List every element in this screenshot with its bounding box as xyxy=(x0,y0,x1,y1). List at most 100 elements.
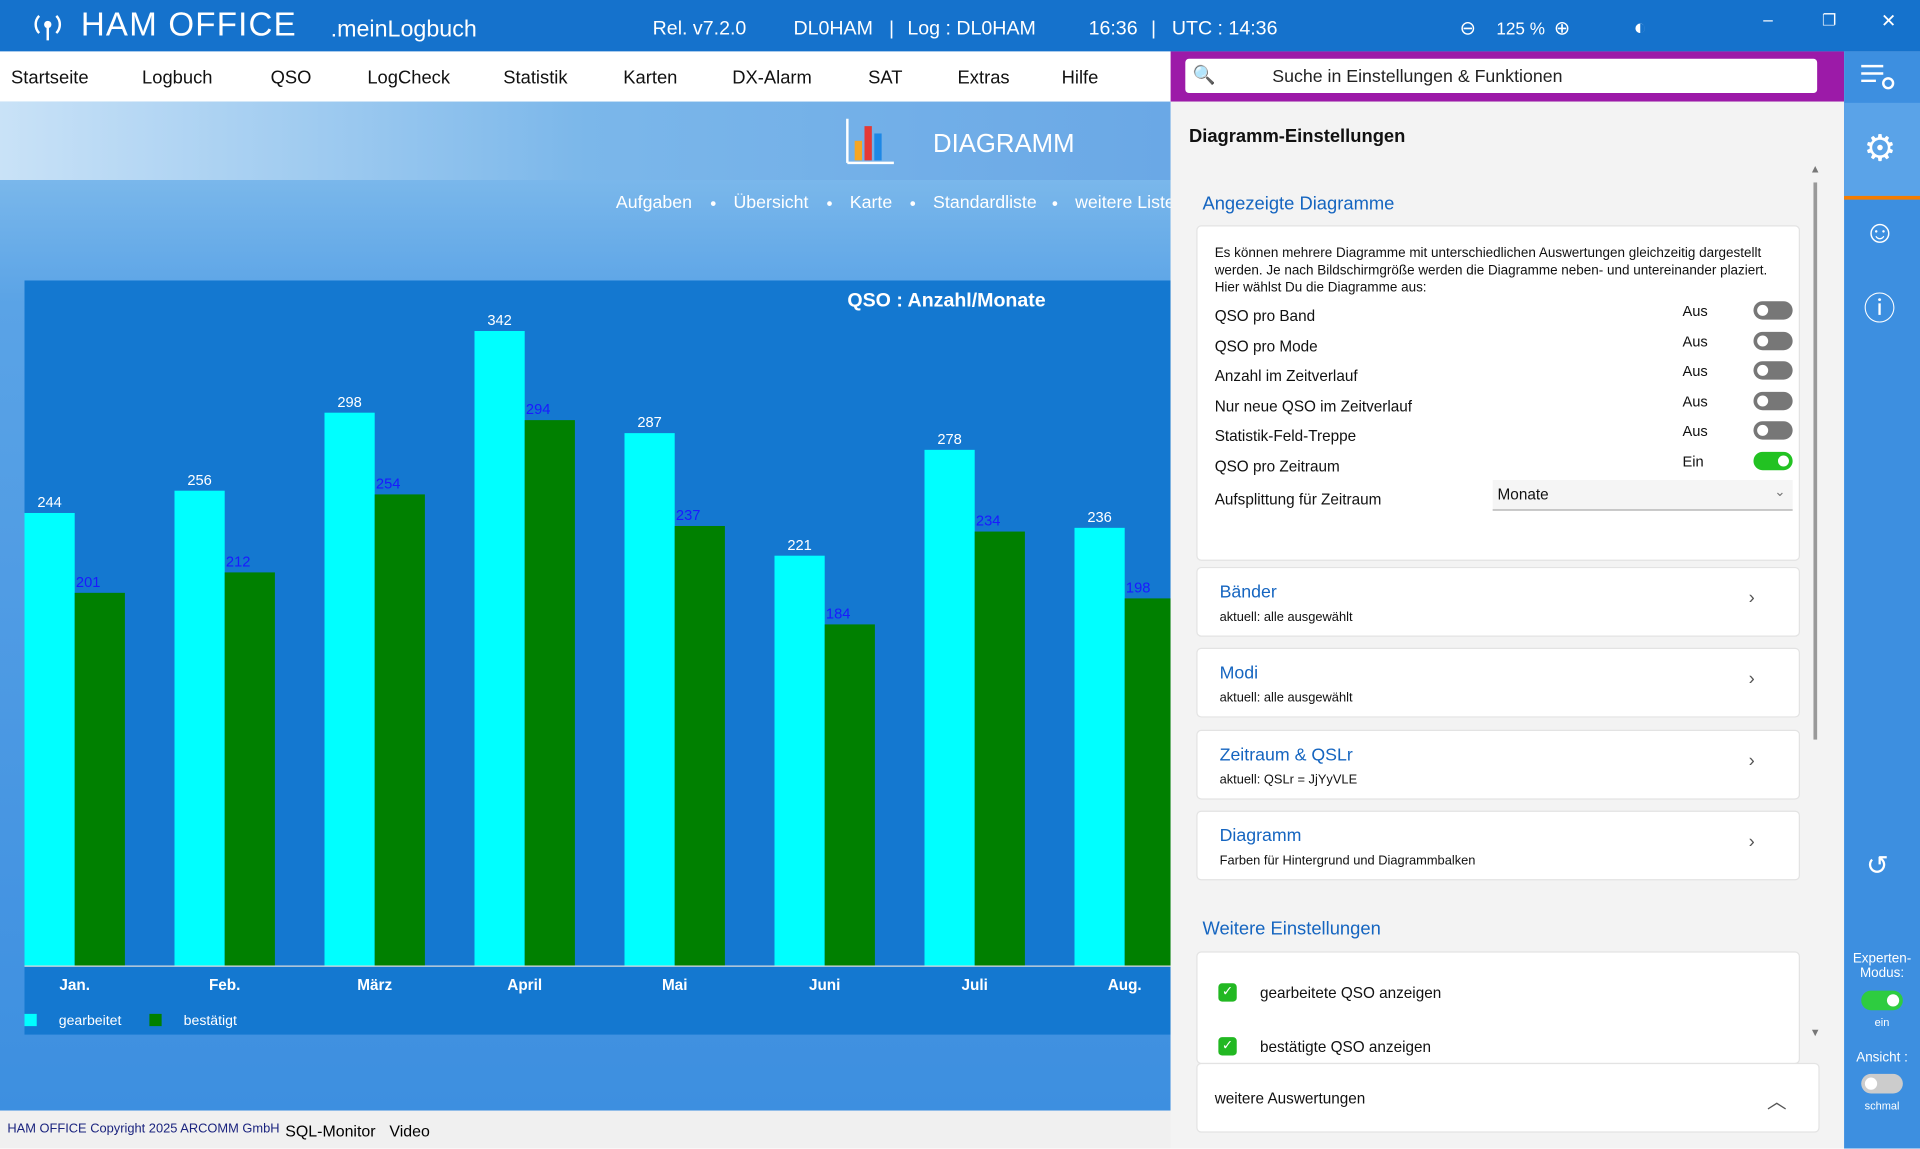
toggle-label: Nur neue QSO im Zeitverlauf xyxy=(1214,397,1413,415)
menu-item[interactable]: Extras xyxy=(957,67,1010,89)
scroll-up[interactable]: ▲ xyxy=(1809,162,1821,176)
dropdown-value: Monate xyxy=(1497,486,1549,504)
menu-item[interactable]: SAT xyxy=(868,67,903,89)
checkbox[interactable]: ✓ xyxy=(1218,1037,1237,1056)
callsign: DL0HAM xyxy=(793,18,873,40)
value-label: 184 xyxy=(826,606,851,622)
copyright: HAM OFFICE Copyright 2025 ARCOMM GmbH xyxy=(7,1121,280,1137)
bar xyxy=(74,592,125,967)
checkbox[interactable]: ✓ xyxy=(1218,983,1237,1002)
x-tick-label: Aug. xyxy=(1108,977,1142,994)
scrollbar[interactable] xyxy=(1813,182,1818,740)
toggle-knob xyxy=(1757,365,1769,377)
sub-navigation: Aufgaben Übersicht • Karte • Standardliste • we… xyxy=(0,193,1171,217)
menu-item[interactable]: Startseite xyxy=(11,67,89,89)
subnav-link[interactable]: Übersicht xyxy=(733,193,809,214)
search-box[interactable]: 🔍 Suche in Einstellungen & Funktionen xyxy=(1185,58,1818,94)
value-label: 198 xyxy=(1126,580,1151,596)
footer-link[interactable]: SQL-Monitor xyxy=(285,1121,376,1141)
legend-swatch xyxy=(149,1013,162,1027)
legend-label: gearbeitet xyxy=(59,1012,122,1028)
subnav-link[interactable]: weitere Liste xyxy=(1075,193,1171,214)
toggle-label: QSO pro Band xyxy=(1214,307,1316,325)
menu-item[interactable]: Hilfe xyxy=(1061,67,1099,89)
help-icon[interactable]: ⓘ xyxy=(1863,290,1896,327)
zoom-out[interactable]: ⊖ xyxy=(1459,18,1477,40)
theme-button[interactable]: ◐ xyxy=(1633,14,1647,40)
antenna-icon xyxy=(34,15,61,41)
subnav-link[interactable]: Standardliste xyxy=(933,193,1037,214)
toggle-state: Ein xyxy=(1682,453,1704,471)
menu-item[interactable]: Karten xyxy=(623,67,678,89)
settings-tab[interactable]: ⚙ xyxy=(1844,102,1920,200)
settings-panel: Diagramm-Einstellungen Angezeigte Diagra… xyxy=(1170,101,1845,1149)
toggle-switch[interactable] xyxy=(1753,451,1793,471)
history-icon[interactable]: ↺ xyxy=(1866,849,1889,881)
menu-item[interactable]: LogCheck xyxy=(367,67,451,89)
menu-item[interactable]: Statistik xyxy=(503,67,568,89)
toggle-label: QSO pro Mode xyxy=(1214,337,1318,355)
app-sub: .meinLogbuch xyxy=(330,17,477,43)
status-bar: HAM OFFICE Copyright 2025 ARCOMM GmbH SQ… xyxy=(0,1110,1171,1149)
gear-icon: ⚙ xyxy=(1863,128,1897,169)
log: Log : DL0HAM xyxy=(907,18,1036,40)
toggle-switch[interactable] xyxy=(1753,361,1793,380)
subnav-dot: • xyxy=(710,193,717,214)
view-toggle[interactable] xyxy=(1861,1073,1903,1094)
menu-item[interactable]: QSO xyxy=(270,67,312,89)
search-icon: 🔍 xyxy=(1192,64,1216,86)
owl-icon[interactable]: ☺ xyxy=(1863,213,1897,250)
subnav-dot: • xyxy=(1051,193,1058,214)
toggle-switch[interactable] xyxy=(1753,391,1793,410)
close[interactable]: ✕ xyxy=(1880,11,1897,32)
toggle-label: QSO pro Zeitraum xyxy=(1214,457,1340,476)
bar xyxy=(174,490,225,967)
toggle-state: Aus xyxy=(1682,392,1708,410)
menu-settings-icon[interactable] xyxy=(1859,59,1898,96)
value-label: 236 xyxy=(1087,510,1112,526)
checkbox-label: gearbeitete QSO anzeigen xyxy=(1260,984,1442,1002)
minimize[interactable]: – xyxy=(1763,9,1773,30)
dropdown-label: Aufsplittung für Zeitraum xyxy=(1214,491,1382,509)
nav-card-title: Diagramm xyxy=(1219,826,1302,846)
nav-card[interactable]: Bänder aktuell: alle ausgewählt › xyxy=(1196,566,1801,637)
nav-card[interactable]: Modi aktuell: alle ausgewählt › xyxy=(1196,648,1801,718)
collapsible-label: weitere Auswertungen xyxy=(1214,1089,1366,1107)
expert-toggle[interactable] xyxy=(1861,990,1903,1011)
view-state: schmal xyxy=(1864,1099,1900,1112)
nav-card[interactable]: Zeitraum & QSLr aktuell: QSLr = JjYyVLE › xyxy=(1196,729,1801,800)
section-heading: Angezeigte Diagramme xyxy=(1202,193,1395,215)
dropdown-arrow: ⌄ xyxy=(1774,484,1786,500)
subnav-link[interactable]: Karte xyxy=(849,193,893,214)
utc: UTC : 14:36 xyxy=(1171,18,1278,40)
subnav-link[interactable]: Aufgaben xyxy=(615,193,692,214)
value-label: 256 xyxy=(187,473,212,489)
section-heading: Weitere Einstellungen xyxy=(1202,918,1381,940)
toggle-switch[interactable] xyxy=(1753,301,1793,320)
menu-item[interactable]: Logbuch xyxy=(142,67,213,89)
toggle-switch[interactable] xyxy=(1753,421,1793,441)
scroll-down[interactable]: ▼ xyxy=(1809,1026,1821,1039)
toggle-state: Aus xyxy=(1682,302,1708,320)
footer-link[interactable]: Video xyxy=(389,1121,430,1141)
expert-state: ein xyxy=(1874,1016,1890,1029)
nav-card[interactable]: Diagramm Farben für Hintergrund und Diagr… xyxy=(1196,810,1801,881)
chevron: › xyxy=(1748,668,1755,690)
restore[interactable]: ❐ xyxy=(1822,11,1837,30)
toggle-knob xyxy=(1757,425,1769,437)
x-tick-label: Mai xyxy=(662,977,688,994)
value-label: 298 xyxy=(337,395,362,411)
expert-label: Experten-Modus: xyxy=(1852,951,1912,981)
collapsible[interactable]: weitere Auswertungen ︿ xyxy=(1196,1062,1820,1133)
subnav-dot: • xyxy=(909,193,916,214)
dropdown[interactable]: Monate ⌄ xyxy=(1492,480,1793,511)
subnav-dot: • xyxy=(826,193,833,214)
x-tick-label: März xyxy=(357,977,392,994)
toggle-knob xyxy=(1757,335,1769,347)
toggle-switch[interactable] xyxy=(1753,331,1793,350)
menu-item[interactable]: DX-Alarm xyxy=(732,67,812,89)
nav-card-title: Bänder xyxy=(1219,582,1277,603)
bar xyxy=(1074,527,1125,967)
zoom-in[interactable]: ⊕ xyxy=(1553,18,1571,40)
